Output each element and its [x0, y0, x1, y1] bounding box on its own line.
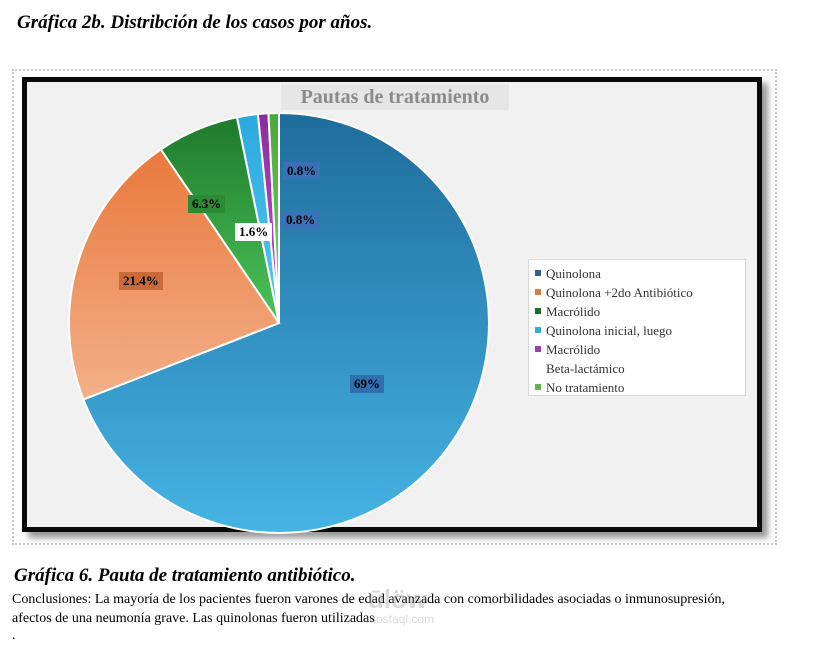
legend-label: Quinolona [546, 266, 601, 281]
bottom-caption: Gráfica 6. Pauta de tratamiento antibiót… [14, 565, 356, 586]
watermark-text: mostaql.com [366, 612, 435, 626]
legend-label: Beta-lactámico [546, 361, 625, 376]
legend-item: Beta-lactámico [535, 359, 745, 378]
pie-slice-no-tratamiento [267, 111, 280, 324]
trailing-mark: . [12, 628, 16, 643]
legend-label: No tratamiento [546, 380, 625, 395]
data-label-no-tratamiento: 0.8% [282, 211, 320, 229]
legend-item: Quinolona inicial, luego [535, 321, 745, 340]
pie-slice-quinolona-2do-antibi-tico [68, 147, 281, 401]
legend-swatch [535, 289, 541, 295]
legend-item: No tratamiento [535, 378, 745, 397]
chart-outer-frame [12, 69, 777, 545]
pie-slice-quinolona [82, 111, 490, 534]
legend-item: Quinolona [535, 264, 745, 283]
chart-title: Pautas de tratamiento [281, 84, 509, 110]
legend-item: Macrólido [535, 302, 745, 321]
legend-item: Macrólido [535, 340, 745, 359]
legend-swatch [535, 384, 541, 390]
legend-label: Quinolona +2do Antibiótico [546, 285, 693, 300]
legend-swatch [535, 327, 541, 333]
legend-swatch [535, 346, 541, 352]
legend-item: Quinolona +2do Antibiótico [535, 283, 745, 302]
legend-swatch [535, 308, 541, 314]
legend-label: Quinolona inicial, luego [546, 323, 673, 338]
legend-swatch [535, 270, 541, 276]
legend: Quinolona Quinolona +2do Antibiótico Mac… [528, 259, 746, 396]
conclusion-text: Conclusiones: La mayoría de los paciente… [12, 592, 725, 626]
top-caption: Gráfica 2b. Distribción de los casos por… [17, 12, 373, 33]
legend-label: Macrólido [546, 342, 601, 357]
data-label-quinolona: 69% [350, 375, 384, 393]
data-label-quinolona-macrolido: 1.6% [235, 223, 273, 241]
legend-label: Macrólido [546, 304, 601, 319]
watermark-logo: ūlöw [368, 584, 428, 614]
data-label-macrolido: 6.3% [188, 195, 226, 213]
data-label-beta-lactamico: 0.8% [283, 162, 321, 180]
data-label-quinolona-2do: 21.4% [119, 272, 163, 290]
